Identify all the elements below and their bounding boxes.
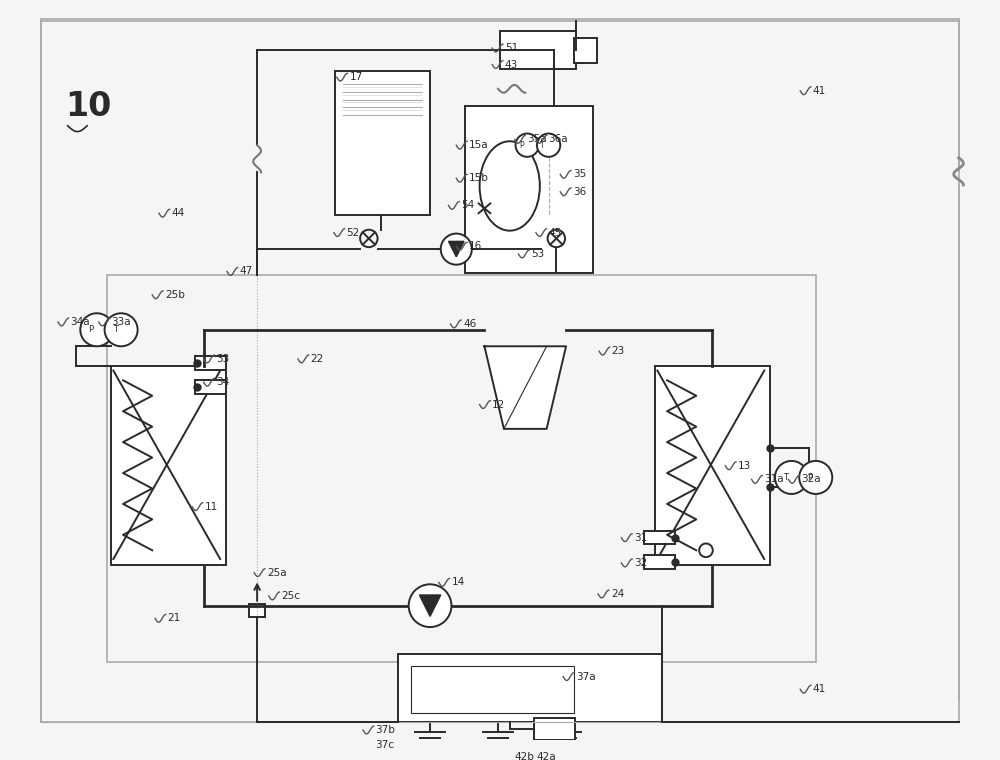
Text: 46: 46 bbox=[463, 319, 476, 329]
Text: 34: 34 bbox=[216, 377, 230, 388]
Text: 14: 14 bbox=[451, 578, 465, 587]
Polygon shape bbox=[484, 347, 566, 429]
Text: 45: 45 bbox=[549, 227, 562, 238]
Circle shape bbox=[537, 134, 560, 157]
Circle shape bbox=[441, 233, 472, 264]
Text: 31: 31 bbox=[634, 533, 647, 543]
Text: 37a: 37a bbox=[576, 672, 595, 682]
Text: 35: 35 bbox=[573, 169, 586, 179]
Text: T: T bbox=[540, 141, 545, 150]
Text: 47: 47 bbox=[240, 267, 253, 277]
Text: P: P bbox=[88, 325, 94, 334]
Text: 10: 10 bbox=[65, 90, 111, 123]
Text: 36: 36 bbox=[573, 187, 586, 197]
Circle shape bbox=[799, 461, 832, 494]
Text: 37b: 37b bbox=[376, 725, 396, 735]
Text: 41: 41 bbox=[813, 684, 826, 694]
Text: 22: 22 bbox=[311, 354, 324, 364]
Text: 37c: 37c bbox=[376, 739, 395, 749]
Text: 35a: 35a bbox=[527, 135, 547, 144]
Text: 16: 16 bbox=[469, 241, 482, 252]
Text: 44: 44 bbox=[172, 208, 185, 218]
Text: 12: 12 bbox=[492, 400, 505, 410]
Text: 34a: 34a bbox=[71, 317, 90, 327]
Text: 52: 52 bbox=[346, 227, 360, 238]
Text: 32a: 32a bbox=[801, 474, 821, 484]
Text: 24: 24 bbox=[611, 589, 624, 599]
Bar bbox=[465, 106, 593, 274]
Bar bbox=[111, 366, 226, 565]
Bar bbox=[644, 555, 675, 568]
Text: T: T bbox=[783, 473, 788, 482]
Bar bbox=[644, 531, 675, 544]
Text: P: P bbox=[519, 141, 524, 150]
Text: 31a: 31a bbox=[764, 474, 784, 484]
Bar bbox=[574, 38, 597, 62]
Text: 32: 32 bbox=[634, 558, 647, 568]
Text: 54: 54 bbox=[461, 201, 474, 211]
Bar bbox=[411, 666, 574, 713]
Text: 25c: 25c bbox=[281, 591, 300, 601]
Circle shape bbox=[105, 313, 138, 347]
Bar bbox=[195, 356, 226, 369]
Bar bbox=[534, 718, 575, 739]
Text: 11: 11 bbox=[205, 502, 218, 511]
Bar bbox=[398, 654, 662, 722]
Circle shape bbox=[775, 461, 808, 494]
Ellipse shape bbox=[480, 141, 540, 231]
Text: 15b: 15b bbox=[469, 173, 489, 183]
Text: 41: 41 bbox=[813, 86, 826, 96]
Bar bbox=[655, 366, 770, 565]
Bar bbox=[249, 603, 265, 617]
Circle shape bbox=[699, 543, 713, 557]
Bar bbox=[500, 30, 576, 69]
Text: T: T bbox=[113, 325, 118, 334]
Text: 25a: 25a bbox=[267, 568, 286, 578]
Bar bbox=[107, 275, 816, 662]
Bar bbox=[195, 380, 226, 394]
Text: 21: 21 bbox=[168, 613, 181, 623]
Text: 36a: 36a bbox=[549, 135, 568, 144]
Circle shape bbox=[409, 584, 451, 627]
Text: 15a: 15a bbox=[469, 140, 489, 150]
Polygon shape bbox=[419, 595, 441, 616]
Polygon shape bbox=[449, 242, 464, 257]
Circle shape bbox=[516, 134, 539, 157]
Text: 25b: 25b bbox=[165, 290, 185, 299]
Text: 13: 13 bbox=[738, 461, 751, 470]
Text: 17: 17 bbox=[349, 72, 363, 82]
Text: P: P bbox=[807, 473, 812, 482]
Text: 33: 33 bbox=[216, 354, 230, 364]
Text: 42b: 42b bbox=[515, 752, 534, 760]
Text: 33a: 33a bbox=[111, 317, 131, 327]
Text: 53: 53 bbox=[531, 249, 544, 259]
Text: 43: 43 bbox=[505, 59, 518, 69]
Circle shape bbox=[80, 313, 113, 347]
Text: 23: 23 bbox=[612, 346, 625, 356]
Text: 42a: 42a bbox=[537, 752, 557, 760]
Text: 51: 51 bbox=[505, 43, 518, 53]
Bar bbox=[335, 71, 430, 215]
